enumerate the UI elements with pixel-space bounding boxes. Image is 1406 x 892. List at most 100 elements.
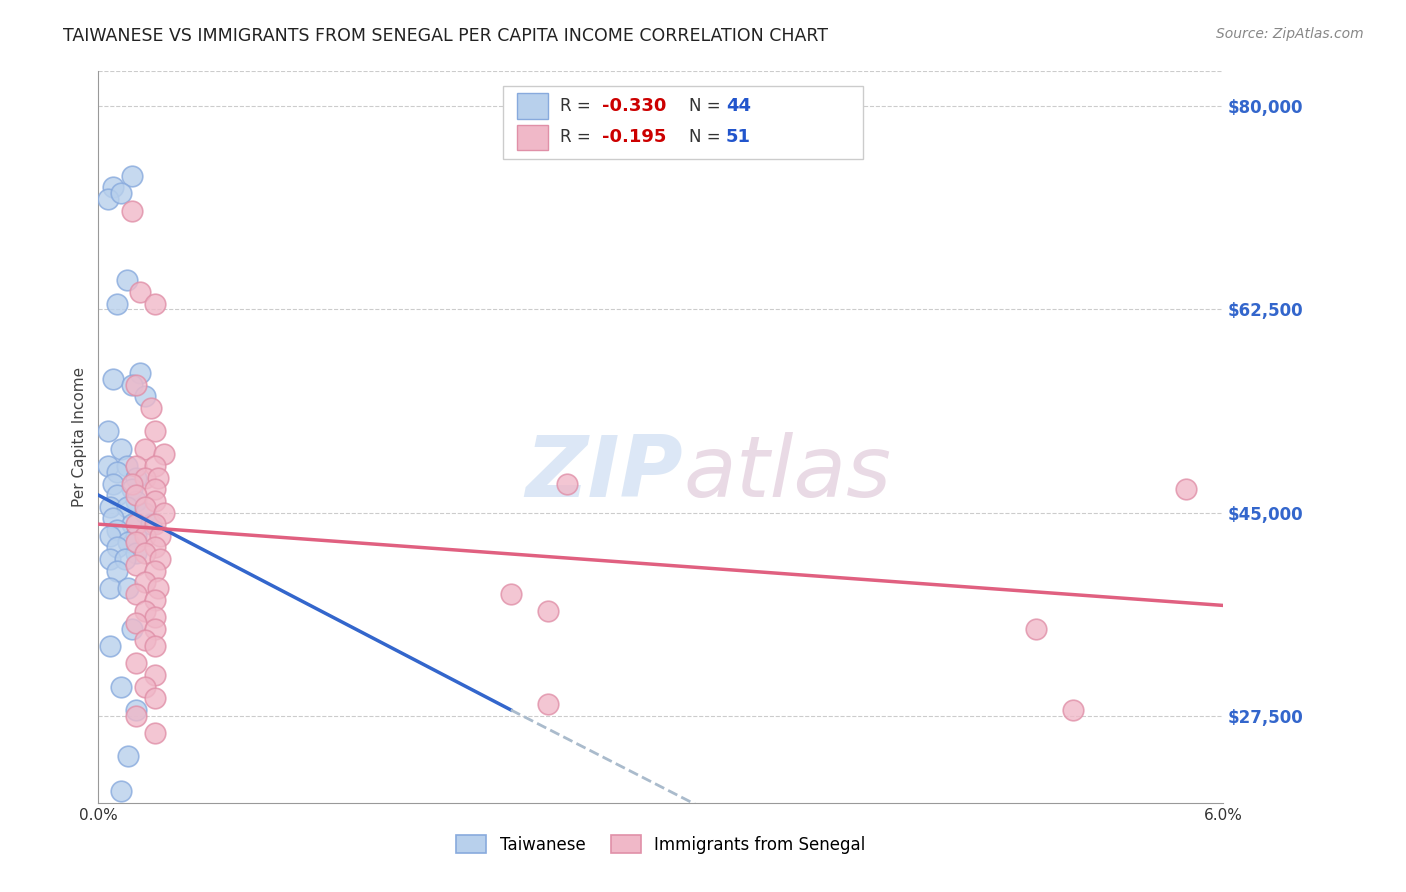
Point [110,186,132,201]
Point [115,459,138,474]
Point [103,511,125,525]
Point [98,552,121,566]
Point [125,708,148,723]
Point [139,517,162,532]
Point [134,442,156,456]
Point [143,424,166,438]
FancyBboxPatch shape [517,94,548,119]
Point [143,726,166,740]
Point [121,203,143,218]
Point [125,529,148,543]
Point [153,506,176,520]
Point [153,448,176,462]
Point [103,180,125,194]
Text: atlas: atlas [683,432,891,516]
Point [98,639,121,653]
Point [97,424,120,438]
Point [125,517,148,532]
Point [148,471,170,485]
Point [125,534,148,549]
Point [537,697,560,711]
Point [499,587,522,601]
Point [555,476,578,491]
Point [134,546,156,560]
FancyBboxPatch shape [517,125,548,151]
Point [114,552,136,566]
Text: 51: 51 [725,128,751,146]
Point [125,587,148,601]
Text: R =: R = [560,96,596,115]
Point [134,471,156,485]
Point [143,541,166,555]
Point [143,459,166,474]
Point [125,703,148,717]
Point [98,500,121,514]
Y-axis label: Per Capita Income: Per Capita Income [72,367,87,508]
Point [143,622,166,636]
Point [143,517,166,532]
Point [125,657,148,671]
Point [128,366,150,380]
Point [1174,483,1197,497]
Point [134,633,156,648]
Point [105,541,128,555]
Text: ZIP: ZIP [526,432,683,516]
Point [134,575,156,590]
Point [105,523,128,537]
Text: N =: N = [689,128,725,146]
Point [143,639,166,653]
Point [143,296,166,310]
Point [103,476,125,491]
Point [134,500,156,514]
Point [125,377,148,392]
Point [121,476,143,491]
Point [115,273,138,287]
Point [125,494,148,508]
Point [134,604,156,618]
Point [117,749,139,764]
Point [134,389,156,403]
Point [105,465,128,479]
Text: 44: 44 [725,96,751,115]
Point [125,459,148,474]
Point [98,581,121,595]
Point [143,564,166,578]
Point [1062,703,1084,717]
Point [143,691,166,706]
Point [149,552,172,566]
Point [103,372,125,386]
Point [143,494,166,508]
Point [125,558,148,572]
Point [149,529,172,543]
Point [110,442,132,456]
Point [537,604,560,618]
Text: -0.330: -0.330 [602,96,666,115]
FancyBboxPatch shape [503,86,863,159]
Point [121,622,143,636]
Point [121,483,143,497]
Point [125,546,148,560]
Text: Source: ZipAtlas.com: Source: ZipAtlas.com [1216,27,1364,41]
Point [97,192,120,206]
Point [110,784,132,798]
Point [121,377,143,392]
Point [121,517,143,532]
Text: N =: N = [689,96,725,115]
Point [148,581,170,595]
Text: R =: R = [560,128,600,146]
Point [134,529,156,543]
Point [139,401,162,415]
Point [110,680,132,694]
Point [105,296,128,310]
Point [125,488,148,502]
Point [105,488,128,502]
Point [134,506,156,520]
Point [115,500,138,514]
Point [143,592,166,607]
Point [117,581,139,595]
Point [117,534,139,549]
Point [125,615,148,630]
Point [105,564,128,578]
Point [143,610,166,624]
Legend: Taiwanese, Immigrants from Senegal: Taiwanese, Immigrants from Senegal [450,829,872,860]
